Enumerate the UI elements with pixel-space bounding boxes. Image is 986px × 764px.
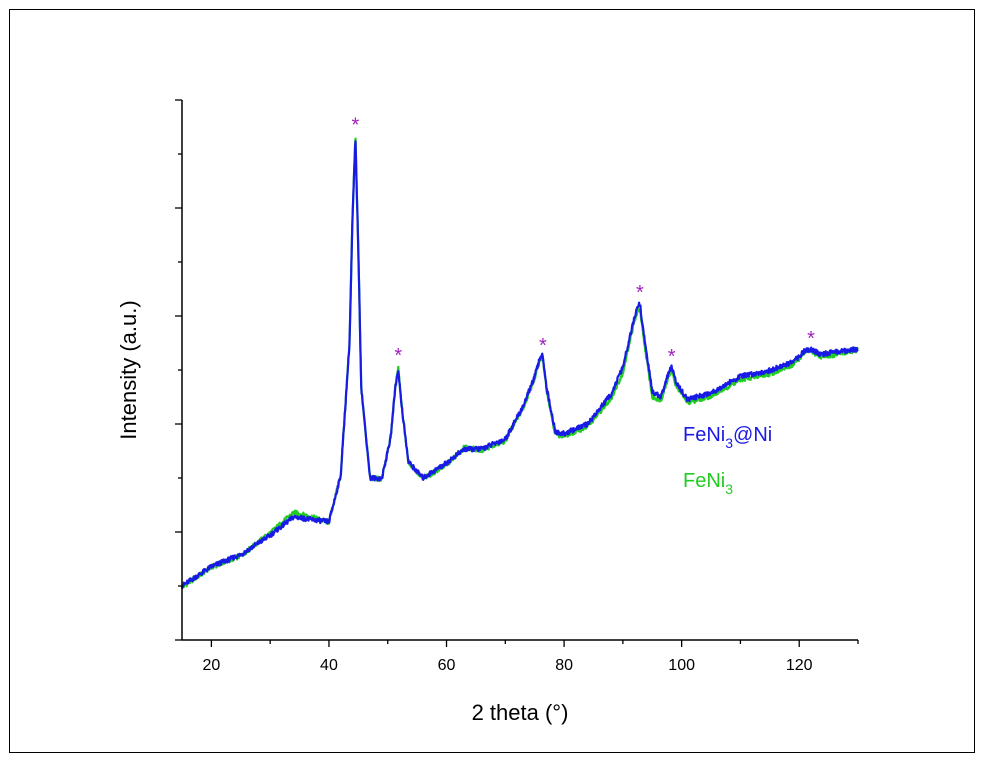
peak-marker: *	[636, 282, 644, 304]
legend-entry-feni3: FeNi3	[683, 470, 733, 497]
series-line-feni3-at-ni	[181, 140, 859, 590]
y-axis-title: Intensity (a.u.)	[116, 300, 141, 439]
peak-marker-layer: * * * * * *	[352, 115, 816, 368]
peak-marker: *	[668, 346, 676, 368]
x-tick-label: 40	[320, 657, 338, 674]
peak-marker: *	[807, 328, 815, 350]
legend: FeNi3@Ni FeNi3	[683, 424, 772, 497]
legend-entry-feni3-at-ni: FeNi3@Ni	[683, 424, 772, 451]
y-axis-ticks	[175, 99, 182, 641]
x-tick-label: 20	[202, 657, 220, 674]
figure-frame	[9, 9, 975, 753]
x-tick-label: 100	[668, 657, 695, 674]
x-axis-title: 2 theta (°)	[472, 700, 569, 725]
x-tick-label: 80	[555, 657, 573, 674]
x-axis-ticks: 20 40 60 80 100 120	[202, 640, 859, 674]
series-line-feni3	[180, 137, 859, 589]
x-tick-label: 60	[438, 657, 456, 674]
series-layer	[180, 137, 859, 590]
peak-marker: *	[352, 115, 360, 137]
peak-marker: *	[394, 345, 402, 367]
x-tick-label: 120	[786, 657, 813, 674]
peak-marker: *	[539, 335, 547, 357]
